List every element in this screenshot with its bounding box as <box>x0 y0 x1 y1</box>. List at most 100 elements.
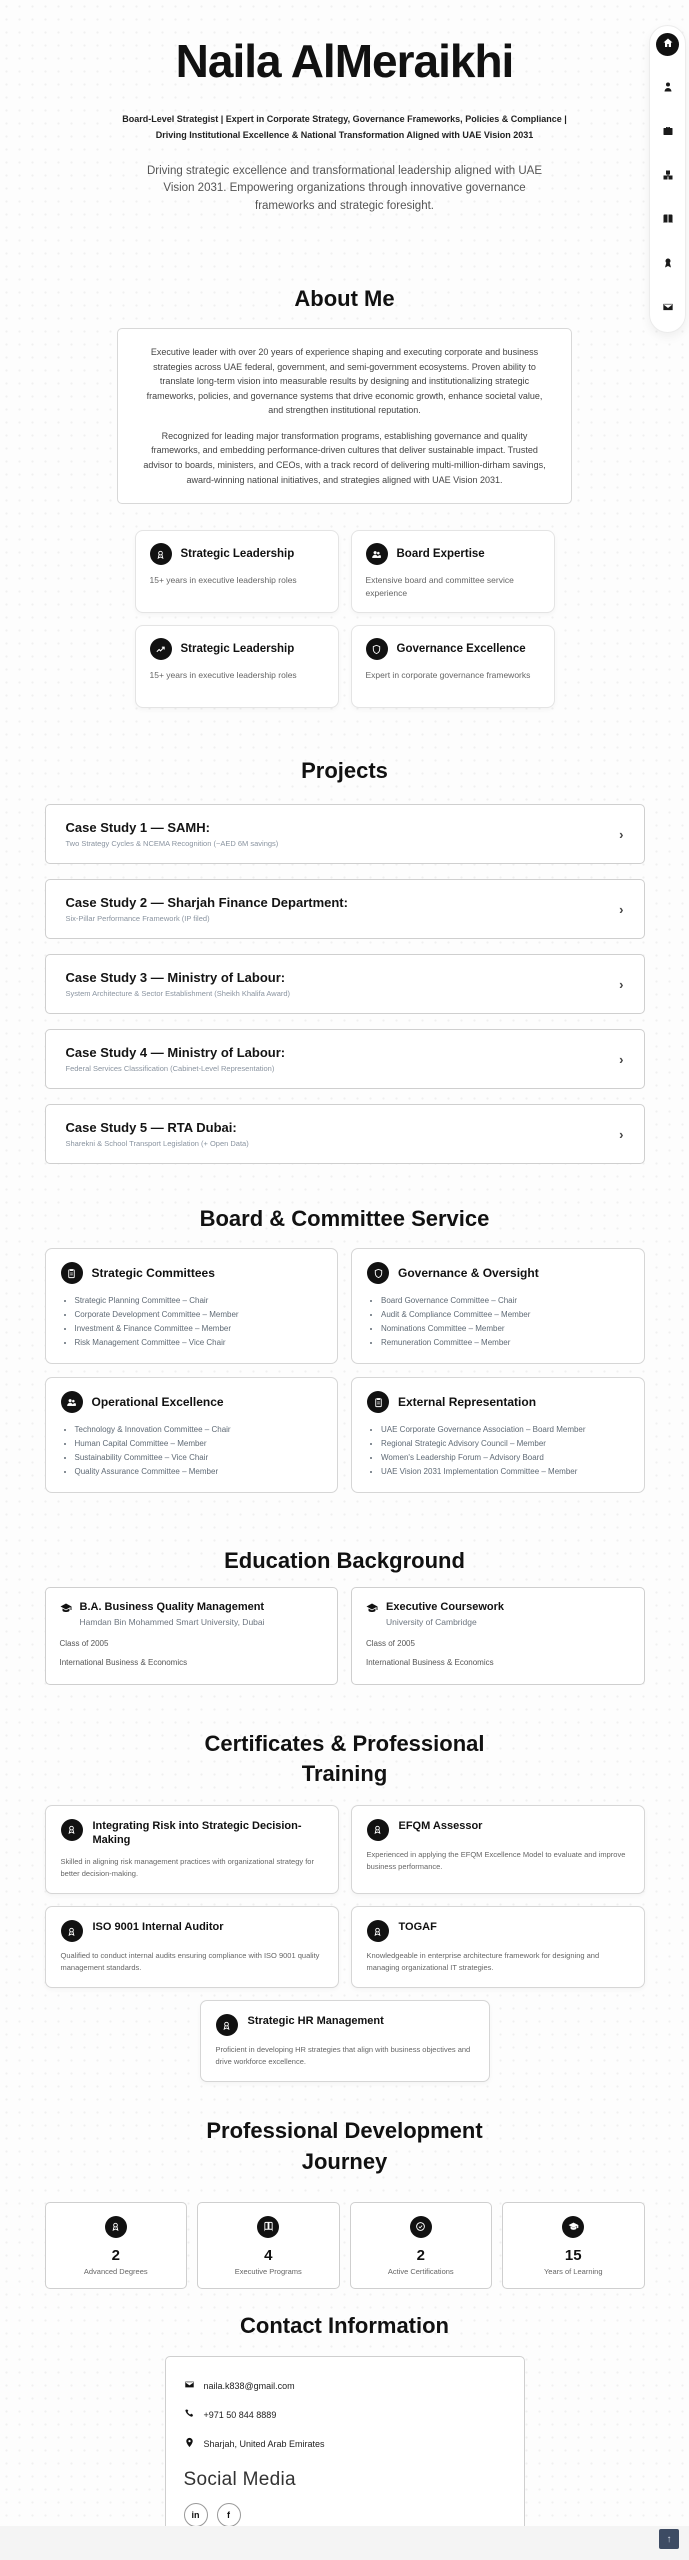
social-media-title: Social Media <box>183 2468 296 2490</box>
stats-grid: 2 Advanced Degrees 4 Executive Programs … <box>44 2201 645 2289</box>
case-study-row[interactable]: Case Study 5 — RTA Dubai: Sharekni & Sch… <box>44 1104 645 1165</box>
nav-projects-button[interactable] <box>656 165 679 188</box>
book-icon <box>257 2215 280 2238</box>
case-study-row[interactable]: Case Study 2 — Sharjah Finance Departmen… <box>44 879 645 940</box>
hero-tagline: Board-Level Strategist | Expert in Corpo… <box>122 114 567 140</box>
certificate-description: Knowledgeable in enterprise architecture… <box>366 1951 600 1973</box>
education-section: Education Background B.A. Business Quali… <box>44 1548 645 1686</box>
committee-list: Board Governance Committee – Chair Audit… <box>381 1294 629 1350</box>
facebook-button[interactable]: f <box>216 2502 241 2527</box>
highlight-card: Governance Excellence Expert in corporat… <box>350 625 555 709</box>
contact-location-row: Sharjah, United Arab Emirates <box>184 2435 506 2453</box>
case-study-row[interactable]: Case Study 4 — Ministry of Labour: Feder… <box>44 1029 645 1090</box>
book-icon <box>662 212 674 230</box>
arrow-up-icon: ↑ <box>666 2533 672 2545</box>
chevron-right-icon: › <box>619 1051 624 1067</box>
case-study-title: Case Study 4 — Ministry of Labour: <box>65 1045 286 1061</box>
board-card-title: Operational Excellence <box>91 1395 224 1410</box>
stat-value: 15 <box>564 2246 582 2264</box>
education-degree: Executive Coursework <box>386 1601 504 1614</box>
certificate-description: Experienced in applying the EFQM Excelle… <box>366 1849 626 1871</box>
home-icon <box>662 36 674 54</box>
case-study-title: Case Study 1 — SAMH: <box>65 820 210 836</box>
highlight-title: Strategic Leadership <box>180 643 295 656</box>
committee-list: Strategic Planning Committee – Chair Cor… <box>75 1294 323 1350</box>
nav-home-button[interactable] <box>656 33 679 56</box>
highlight-description: 15+ years in executive leadership roles <box>149 670 297 681</box>
contact-email-row[interactable]: naila.k838@gmail.com <box>184 2377 506 2395</box>
board-card: Strategic Committees Strategic Planning … <box>44 1248 338 1365</box>
committee-list: UAE Corporate Governance Association – B… <box>381 1423 629 1479</box>
education-degree: B.A. Business Quality Management <box>79 1601 265 1614</box>
medal-icon <box>149 543 172 566</box>
linkedin-button[interactable]: in <box>183 2502 208 2527</box>
stat-card: 2 Advanced Degrees <box>44 2201 187 2289</box>
clipboard-icon <box>60 1262 83 1285</box>
nav-experience-button[interactable] <box>656 121 679 144</box>
certificate-card: EFQM Assessor Experienced in applying th… <box>350 1804 645 1895</box>
medal-icon <box>366 1920 389 1943</box>
board-title: Board & Committee Service <box>199 1206 490 1232</box>
about-box: Executive leader with over 20 years of e… <box>117 327 572 505</box>
board-card-title: External Representation <box>398 1395 537 1410</box>
hero-summary: Driving strategic excellence and transfo… <box>146 164 543 213</box>
case-study-subtitle: Six-Pillar Performance Framework (IP fil… <box>65 914 210 924</box>
certificate-title: Strategic HR Management <box>247 2015 384 2028</box>
graduation-cap-icon <box>562 2215 585 2238</box>
envelope-icon <box>662 300 674 318</box>
projects-title: Projects <box>301 758 388 784</box>
page-title: Naila AlMeraikhi <box>175 35 515 87</box>
certificate-description: Qualified to conduct internal audits ens… <box>60 1951 320 1973</box>
committee-item: Sustainability Committee – Vice Chair <box>75 1451 323 1465</box>
highlight-description: 15+ years in executive leadership roles <box>149 575 297 586</box>
clipboard-icon <box>367 1391 389 1414</box>
shield-icon <box>365 638 388 661</box>
highlight-card: Strategic Leadership 15+ years in execut… <box>134 530 339 614</box>
certificate-description: Skilled in aligning risk management prac… <box>60 1857 314 1879</box>
about-section: About Me Executive leader with over 20 y… <box>45 285 645 709</box>
case-study-row[interactable]: Case Study 3 — Ministry of Labour: Syste… <box>44 954 645 1015</box>
committee-item: Corporate Development Committee – Member <box>75 1308 323 1322</box>
case-study-subtitle: Federal Services Classification (Cabinet… <box>65 1064 275 1074</box>
chevron-right-icon: › <box>619 976 624 992</box>
certificate-title: TOGAF <box>398 1921 437 1934</box>
committee-item: Board Governance Committee – Chair <box>381 1294 629 1308</box>
hero-section: Naila AlMeraikhi Board-Level Strategist … <box>0 0 689 216</box>
journey-title: Professional Development Journey <box>206 2118 483 2174</box>
certificates-grid: Integrating Risk into Strategic Decision… <box>44 1804 645 1989</box>
certificate-card: ISO 9001 Internal Auditor Qualified to c… <box>44 1906 339 1989</box>
scroll-to-top-button[interactable]: ↑ <box>659 2529 679 2549</box>
users-icon <box>365 543 388 566</box>
board-card: Operational Excellence Technology & Inno… <box>44 1377 338 1494</box>
graduation-cap-icon <box>366 1601 378 1627</box>
nav-about-button[interactable] <box>656 77 679 100</box>
certificate-card: Strategic HR Management Proficient in de… <box>199 2000 490 2083</box>
education-school: University of Cambridge <box>386 1617 477 1628</box>
medal-icon <box>215 2014 238 2037</box>
committee-item: Women's Leadership Forum – Advisory Boar… <box>381 1451 629 1465</box>
stat-label: Executive Programs <box>234 2266 302 2276</box>
nav-contact-button[interactable] <box>656 297 679 320</box>
committee-item: Strategic Planning Committee – Chair <box>75 1294 323 1308</box>
stat-value: 2 <box>111 2246 120 2264</box>
linkedin-icon: in <box>191 2509 200 2520</box>
contact-section: Contact Information naila.k838@gmail.com… <box>45 2313 645 2560</box>
contact-phone: +971 50 844 8889 <box>203 2409 277 2420</box>
stat-value: 4 <box>264 2246 273 2264</box>
committee-item: Risk Management Committee – Vice Chair <box>75 1336 323 1350</box>
nav-education-button[interactable] <box>656 209 679 232</box>
certificate-title: EFQM Assessor <box>398 1819 483 1832</box>
committee-item: Audit & Compliance Committee – Member <box>381 1308 629 1322</box>
medal-icon <box>60 1920 83 1943</box>
highlight-title: Governance Excellence <box>396 643 526 656</box>
education-card: B.A. Business Quality Management Hamdan … <box>44 1587 338 1686</box>
case-study-row[interactable]: Case Study 1 — SAMH: Two Strategy Cycles… <box>44 804 645 865</box>
contact-location: Sharjah, United Arab Emirates <box>203 2438 325 2449</box>
contact-email: naila.k838@gmail.com <box>203 2380 295 2391</box>
briefcase-icon <box>662 124 674 142</box>
about-title: About Me <box>294 285 395 311</box>
contact-phone-row[interactable]: +971 50 844 8889 <box>184 2406 506 2424</box>
certificates-section: Certificates & Professional Training Int… <box>44 1729 645 2083</box>
education-title: Education Background <box>224 1548 465 1574</box>
nav-awards-button[interactable] <box>656 253 679 276</box>
